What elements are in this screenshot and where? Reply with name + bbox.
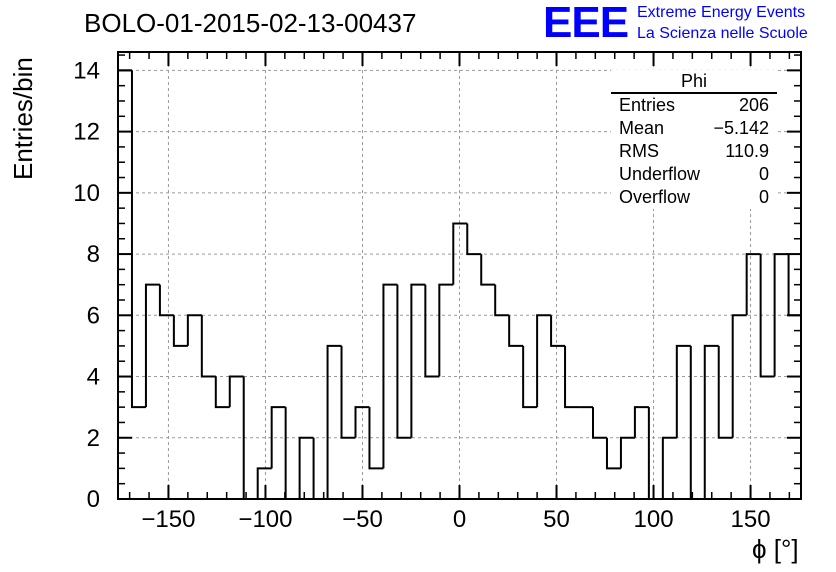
x-tick-label: 0: [453, 506, 466, 533]
y-tick-label: 4: [87, 364, 100, 391]
stats-row-rms: RMS 110.9: [611, 140, 777, 163]
histogram-bin: [144, 283, 160, 408]
stats-row-mean: Mean −5.142: [611, 117, 777, 140]
histogram-bin: [298, 436, 314, 499]
y-tick-label: 2: [87, 425, 100, 452]
x-tick-label: −150: [141, 506, 195, 533]
stats-value: 206: [738, 95, 769, 115]
histogram-bars: [117, 69, 802, 500]
histogram-bin: [340, 345, 356, 439]
y-tick-label: 6: [87, 302, 100, 329]
histogram-bin: [410, 283, 426, 438]
histogram-bin: [717, 345, 733, 439]
y-tick-labels: 0 2 4 6 8 10 12 14: [73, 57, 100, 513]
logo-line-2: La Scienza nelle Scuole: [637, 25, 808, 42]
logo-line-1: Extreme Energy Events: [637, 4, 806, 21]
y-tick-label: 10: [73, 180, 100, 207]
histogram-bin: [186, 314, 202, 346]
stats-value: 0: [758, 164, 769, 184]
histogram-bin: [354, 406, 370, 438]
stats-row-overflow: Overflow 0: [611, 186, 777, 209]
histogram-bin: [200, 315, 216, 378]
axis-ticks: [118, 52, 801, 500]
eee-logo: EEE: [543, 0, 629, 47]
x-tick-labels: −150 −100 −50 0 50 100 150: [141, 506, 770, 533]
stats-value: 110.9: [725, 141, 769, 161]
histogram-bin: [661, 436, 677, 499]
histogram-bin: [480, 254, 496, 286]
histogram-bin: [214, 376, 230, 409]
stats-label: RMS: [619, 141, 659, 161]
histogram-bin: [158, 284, 174, 317]
y-tick-label: 12: [73, 119, 100, 146]
stats-box: Phi Entries 206 Mean −5.142 RMS 110.9 Underflo…: [611, 70, 777, 209]
stats-label: Mean: [619, 118, 665, 138]
x-tick-label: 150: [731, 506, 771, 533]
x-tick-label: 100: [634, 506, 674, 533]
histogram-bin: [312, 437, 328, 500]
stats-value: −5.142: [713, 118, 769, 138]
histogram-bin: [438, 283, 454, 377]
histogram-bin: [745, 253, 761, 316]
stats-value: 0: [758, 187, 769, 207]
histogram-bin: [619, 436, 635, 469]
histogram-bin: [550, 315, 566, 347]
y-tick-label: 0: [87, 486, 100, 513]
histogram-bin: [466, 223, 482, 256]
x-tick-label: −50: [342, 506, 383, 533]
histogram-bin: [270, 406, 286, 469]
y-tick-label: 14: [73, 57, 100, 84]
histogram-bin: [773, 253, 789, 377]
stats-title: Phi: [611, 70, 777, 94]
chart-title: BOLO-01-2015-02-13-00437: [84, 8, 417, 38]
histogram-bin: [452, 222, 468, 285]
histogram-bin: [605, 437, 621, 470]
stats-row-entries: Entries 206: [611, 94, 777, 117]
histogram-bin: [591, 407, 607, 439]
histogram-bin: [731, 314, 747, 438]
histogram-bin: [382, 283, 398, 469]
stats-row-underflow: Underflow 0: [611, 163, 777, 186]
histogram-bin: [675, 344, 691, 438]
histogram-bin: [424, 284, 440, 378]
x-axis-label: ϕ [°]: [752, 534, 799, 564]
histogram-bin: [647, 407, 663, 500]
histogram-bin: [368, 407, 384, 470]
histogram-bin: [522, 345, 538, 409]
histogram-bin: [326, 344, 342, 499]
stats-label: Entries: [619, 95, 676, 115]
histogram-bin: [130, 70, 146, 409]
histogram-bin: [536, 314, 552, 408]
histogram-bin: [689, 345, 705, 500]
histogram-bin: [564, 345, 580, 409]
histogram-bin: [256, 467, 272, 499]
histogram-bin: [703, 344, 719, 499]
histogram-bin: [172, 315, 188, 347]
histogram-bin: [633, 406, 649, 438]
y-tick-label: 8: [87, 241, 100, 268]
stats-rows: Entries 206 Mean −5.142 RMS 110.9 Underflow 0 Ov…: [611, 94, 777, 209]
stats-label: Overflow: [619, 187, 691, 207]
y-axis-label: Entries/bin: [8, 57, 38, 180]
x-tick-label: 50: [543, 506, 570, 533]
x-tick-label: −100: [238, 506, 292, 533]
histogram-bin: [759, 254, 775, 378]
histogram-bin: [396, 284, 412, 439]
histogram-bin: [228, 375, 244, 408]
stats-label: Underflow: [619, 164, 701, 184]
histogram-bin: [508, 315, 524, 347]
histogram-bin: [284, 407, 300, 500]
histogram-bin: [494, 284, 510, 317]
